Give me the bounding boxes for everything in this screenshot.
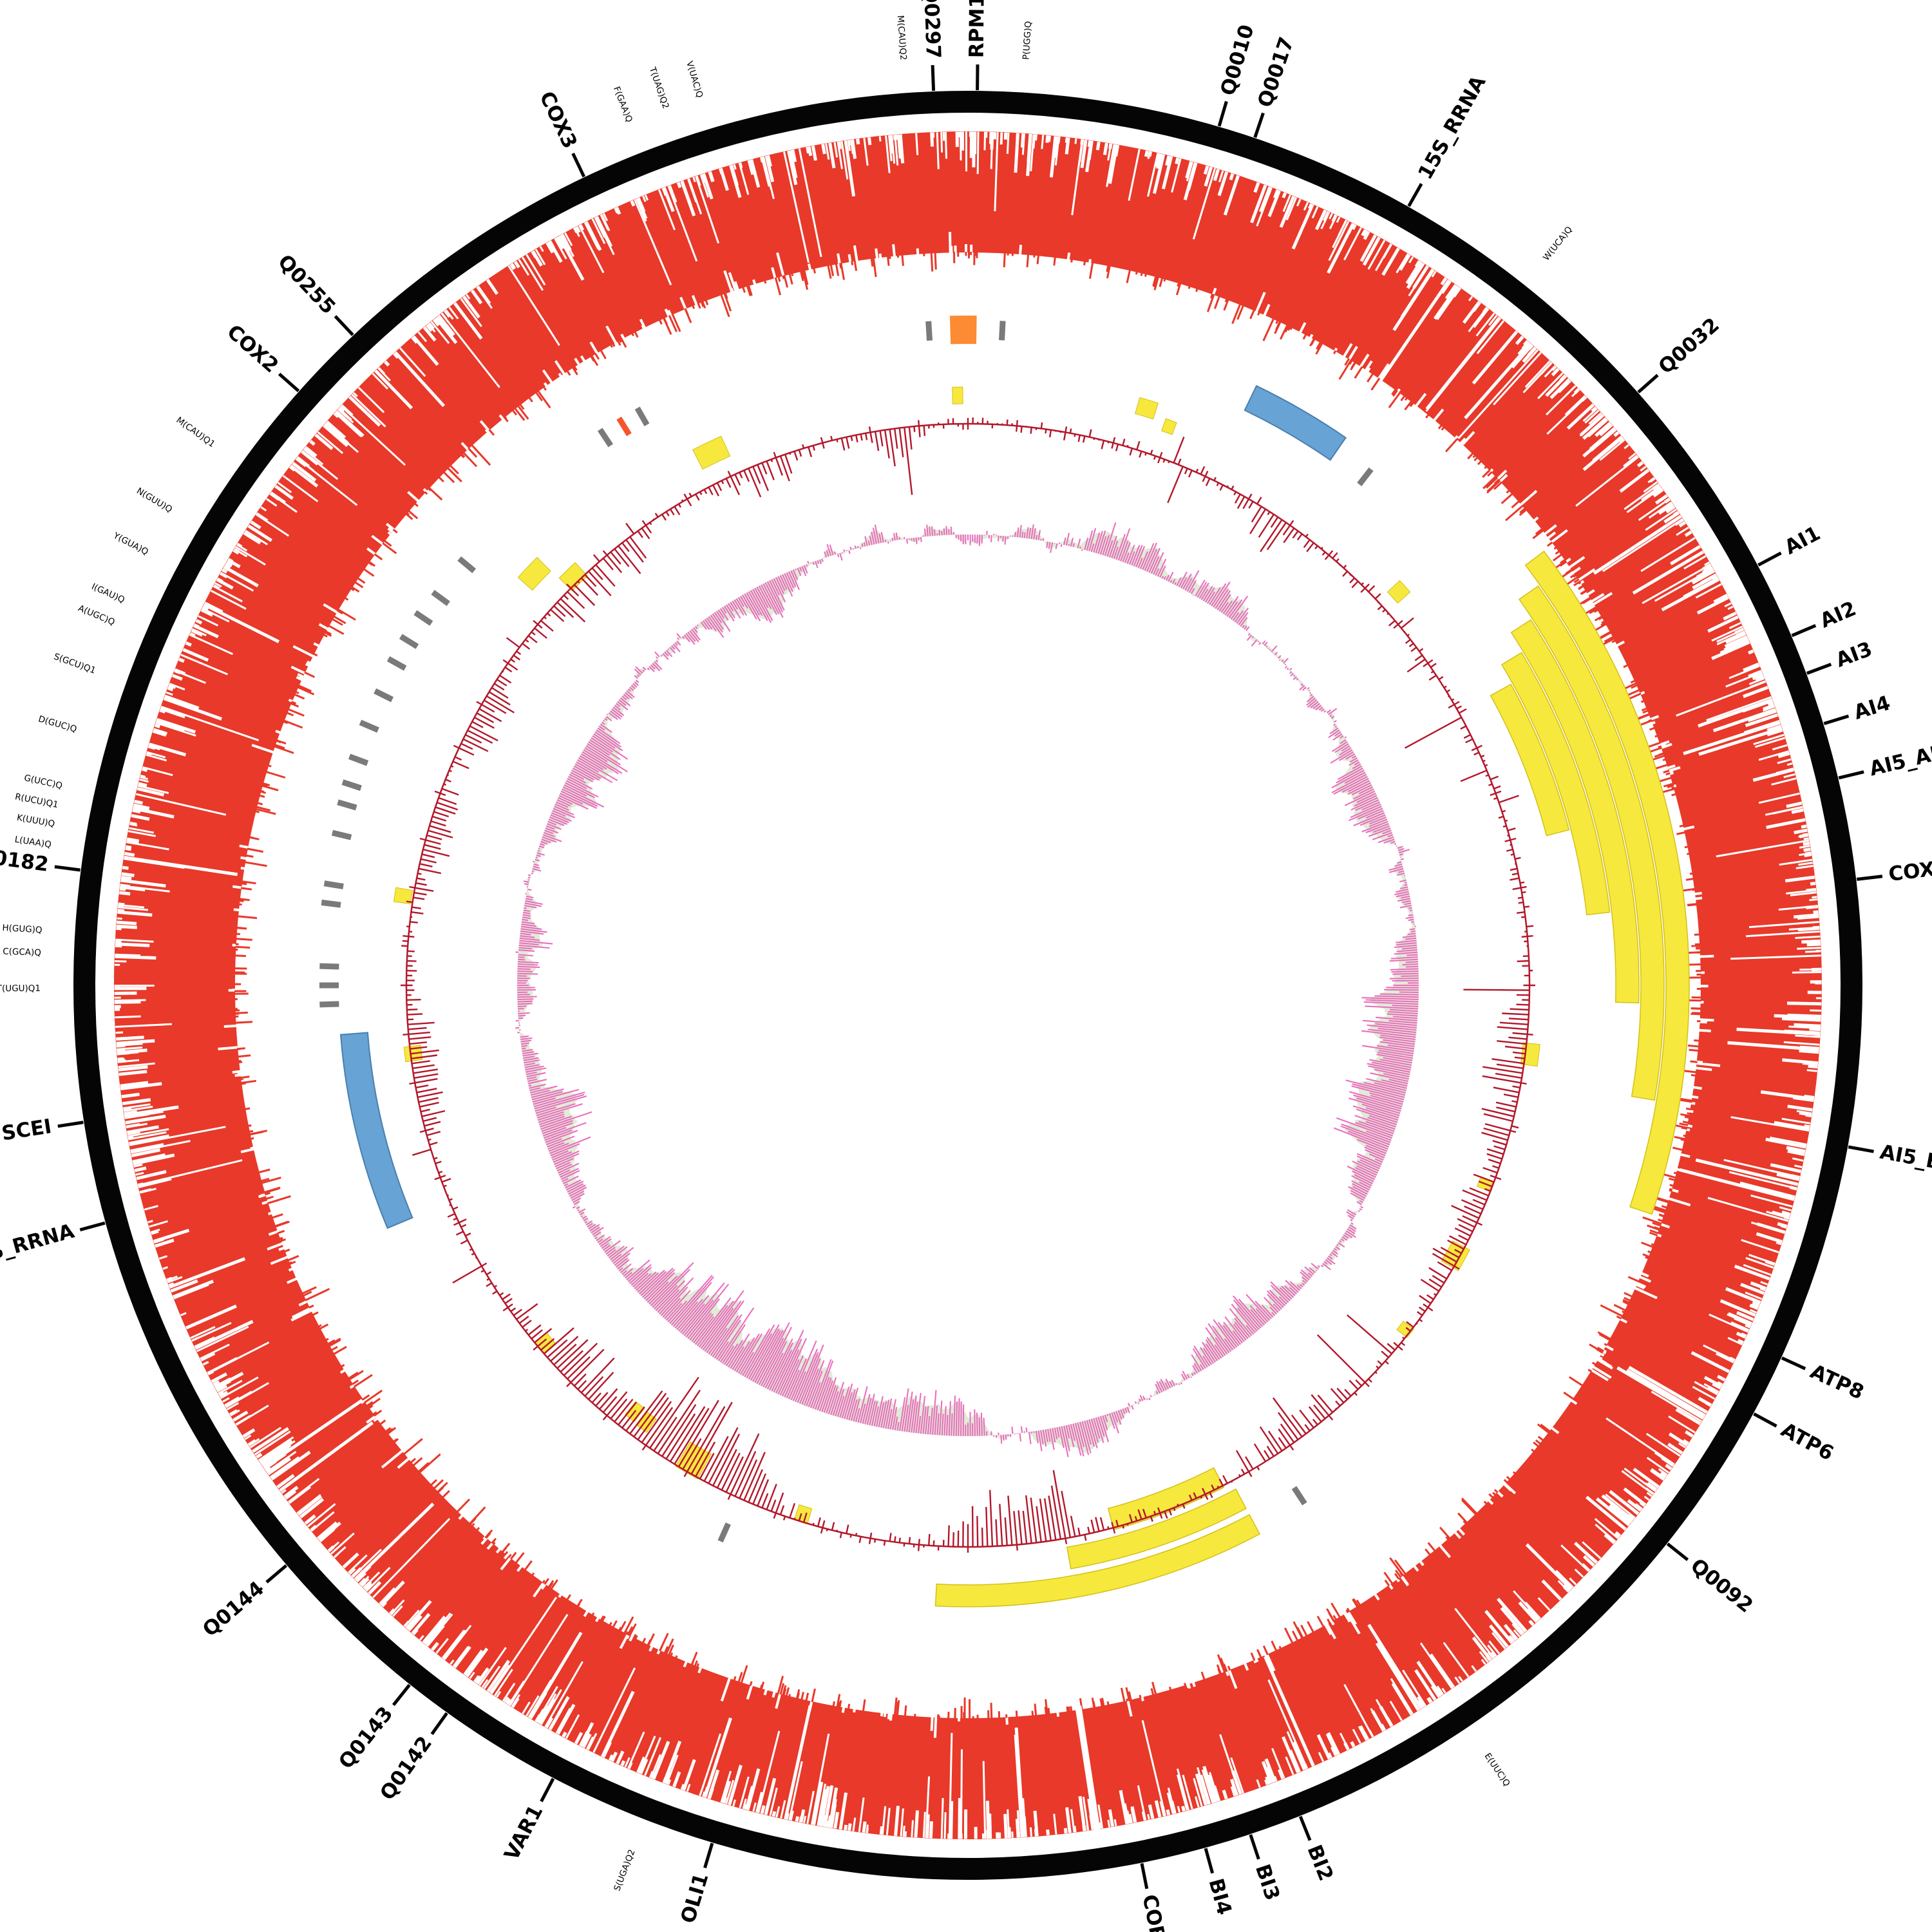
gene-label-atp8: ATP8 xyxy=(1806,1360,1867,1405)
intron-arc xyxy=(1490,683,1570,837)
gene-label-d-guc-q: D(GUC)Q xyxy=(37,714,78,735)
gene-label-atp6: ATP6 xyxy=(1777,1418,1837,1465)
ideogram-ring xyxy=(73,91,1862,1880)
gene-label-h-gug-q: H(GUG)Q xyxy=(2,923,43,936)
gene-label-t-ugu-q1: T(UGU)Q1 xyxy=(0,983,41,994)
gene-label-ai5-alpha: AI5_ALPHA xyxy=(1867,730,1932,781)
gene-label-ai3: AI3 xyxy=(1833,638,1875,672)
gene-label-l-uaa-q: L(UAA)Q xyxy=(14,835,52,851)
marker-tick-orangered xyxy=(616,416,632,437)
gene-label-i-gau-q: I(GAU)Q xyxy=(90,582,126,605)
gene-label-p-ugg-q: P(UGG)Q xyxy=(1021,21,1034,60)
feature-block-yellow xyxy=(1161,418,1177,435)
gene-label-q0255: Q0255 xyxy=(273,250,340,319)
gene-label-m-cau-q2: M(CAU)Q2 xyxy=(895,15,909,61)
intron-arc xyxy=(1518,585,1665,1101)
gene-label-m-cau-q1: M(CAU)Q1 xyxy=(175,415,217,450)
gene-label-q0092: Q0092 xyxy=(1686,1554,1757,1617)
feature-block-yellow xyxy=(517,556,551,591)
gene-label-a-ugc-q: A(UGC)Q xyxy=(77,603,117,627)
gene-label-n-guu-q: N(GUU)Q xyxy=(135,486,174,515)
gene-label-15s-rrna: 15S_RRNA xyxy=(1414,72,1490,184)
gene-label-ai2: AI2 xyxy=(1817,597,1860,632)
gene-label-f-gaa-q: F(GAA)Q xyxy=(611,85,634,124)
gene-label-cox2: COX2 xyxy=(222,320,283,377)
gene-label-q0142: Q0142 xyxy=(375,1732,437,1805)
intron-arc xyxy=(1524,550,1690,1215)
gene-label-q0017: Q0017 xyxy=(1253,34,1298,110)
coverage-notches-wide xyxy=(114,131,1822,1839)
feature-block-yellow xyxy=(1134,397,1159,420)
gene-label-bi4: BI4 xyxy=(1204,1876,1236,1917)
gene-label-bi3: BI3 xyxy=(1251,1861,1284,1903)
gene-label-cob: COB xyxy=(1138,1893,1170,1932)
coverage-inner-hairs xyxy=(234,251,1701,1719)
intron-arc xyxy=(1510,619,1640,1004)
gene-label-q0032: Q0032 xyxy=(1654,314,1724,379)
gene-tick-marks xyxy=(54,64,1883,1889)
feature-block-yellow xyxy=(534,1332,556,1354)
gene-label-t-uag-q2: T(UAG)Q2 xyxy=(647,65,670,110)
gene-label-q0143: Q0143 xyxy=(334,1702,397,1773)
gene-label-r-ucu-q1: R(UCU)Q1 xyxy=(14,791,59,810)
marker-block-orange xyxy=(949,316,977,345)
rrna-block xyxy=(1244,384,1347,461)
gene-label-ai1: AI1 xyxy=(1781,522,1824,560)
gene-label-q0010: Q0010 xyxy=(1216,22,1258,98)
intron-arc xyxy=(1066,1488,1247,1569)
coverage-inner-nicks xyxy=(218,232,1721,1738)
coverage-band-gap xyxy=(1075,1705,1101,1833)
feature-block-yellow xyxy=(636,1412,657,1433)
gene-label-q0144: Q0144 xyxy=(198,1577,269,1641)
intron-arc xyxy=(1107,1467,1225,1531)
gene-label-q0297: Q0297 xyxy=(919,0,945,59)
pink-signal-spikes xyxy=(515,522,1419,1457)
gene-label-scei: SCEI xyxy=(0,1115,53,1145)
feature-block-yellow xyxy=(952,386,963,404)
trna-tick-marks xyxy=(319,321,1374,1543)
feature-block-yellow xyxy=(393,887,413,905)
gene-label-ai4: AI4 xyxy=(1851,692,1893,724)
gene-label-21s-rrna: 21S_RRNA xyxy=(0,1220,77,1273)
gene-label-k-uuu-q: K(UUU)Q xyxy=(16,813,56,829)
intron-arc xyxy=(934,1513,1261,1607)
gene-label-cox1: COX1 xyxy=(1888,856,1932,886)
gene-label-oli1: OLI1 xyxy=(676,1870,713,1926)
gene-label-cox3: COX3 xyxy=(535,88,582,152)
gene-label-var1: VAR1 xyxy=(500,1801,547,1864)
rrna-block xyxy=(339,1032,413,1229)
gene-label-y-gua-q: Y(GUA)Q xyxy=(111,530,150,557)
feature-block-yellow xyxy=(692,435,731,470)
gene-label-g-ucc-q: G(UCC)Q xyxy=(23,773,63,791)
gene-label-bi2: BI2 xyxy=(1302,1842,1337,1884)
intron-arc xyxy=(1501,652,1611,916)
gene-label-e-uuc-q: E(UUC)Q xyxy=(1482,1751,1512,1788)
gene-label-s-gcu-q1: S(GCU)Q1 xyxy=(52,652,97,676)
gene-label-c-gca-q: C(GCA)Q xyxy=(3,947,41,958)
red-signal-spikes xyxy=(401,417,1535,1553)
gene-label-rpm1: RPM1 xyxy=(965,0,989,58)
gene-label-w-uca-q: W(UCA)Q xyxy=(1541,225,1575,263)
gene-label-ai5-beta: AI5_BETA xyxy=(1878,1141,1932,1182)
feature-block-yellow xyxy=(1387,580,1411,604)
gene-label-v-uac-q: V(UAC)Q xyxy=(684,60,705,99)
feature-block-yellow xyxy=(558,562,588,592)
gene-label-s-uga-q2: S(UGA)Q2 xyxy=(612,1848,637,1893)
